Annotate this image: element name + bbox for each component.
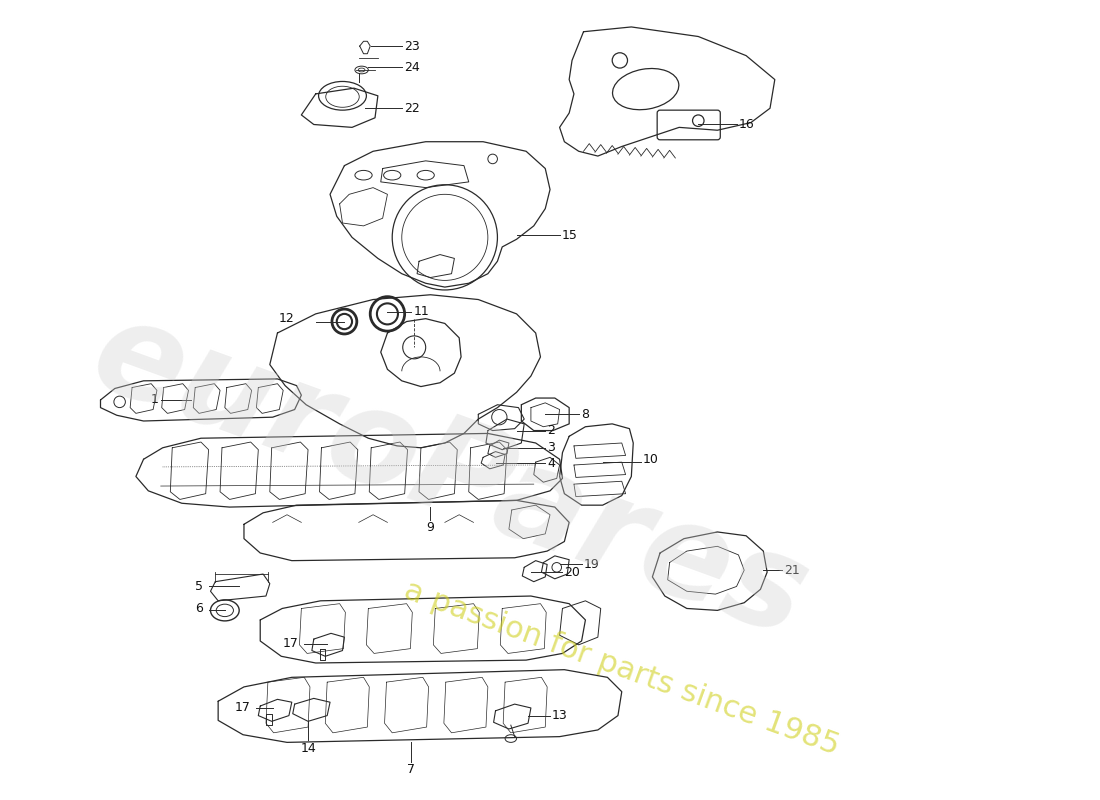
Text: 23: 23: [404, 39, 419, 53]
Text: 17: 17: [234, 702, 251, 714]
Text: 22: 22: [404, 102, 419, 114]
Text: 7: 7: [407, 763, 416, 777]
Text: 16: 16: [738, 118, 755, 131]
Text: 2: 2: [547, 424, 556, 437]
Text: 21: 21: [784, 564, 800, 577]
Text: 13: 13: [552, 709, 568, 722]
Text: 5: 5: [195, 580, 202, 593]
Text: euroPares: euroPares: [76, 289, 824, 664]
Text: 1: 1: [151, 394, 158, 406]
Text: 19: 19: [583, 558, 600, 571]
Text: 9: 9: [427, 522, 434, 534]
Text: 8: 8: [581, 408, 589, 421]
Text: 17: 17: [283, 638, 298, 650]
Text: 3: 3: [547, 442, 556, 454]
Text: 11: 11: [414, 306, 429, 318]
Text: 6: 6: [195, 602, 202, 615]
Text: 14: 14: [300, 742, 316, 755]
Text: 15: 15: [561, 229, 578, 242]
Text: a passion for parts since 1985: a passion for parts since 1985: [400, 575, 844, 760]
Text: 10: 10: [642, 453, 659, 466]
Text: 4: 4: [547, 457, 556, 470]
Text: 24: 24: [404, 61, 419, 74]
Text: 12: 12: [279, 312, 295, 325]
Text: 20: 20: [564, 566, 581, 578]
